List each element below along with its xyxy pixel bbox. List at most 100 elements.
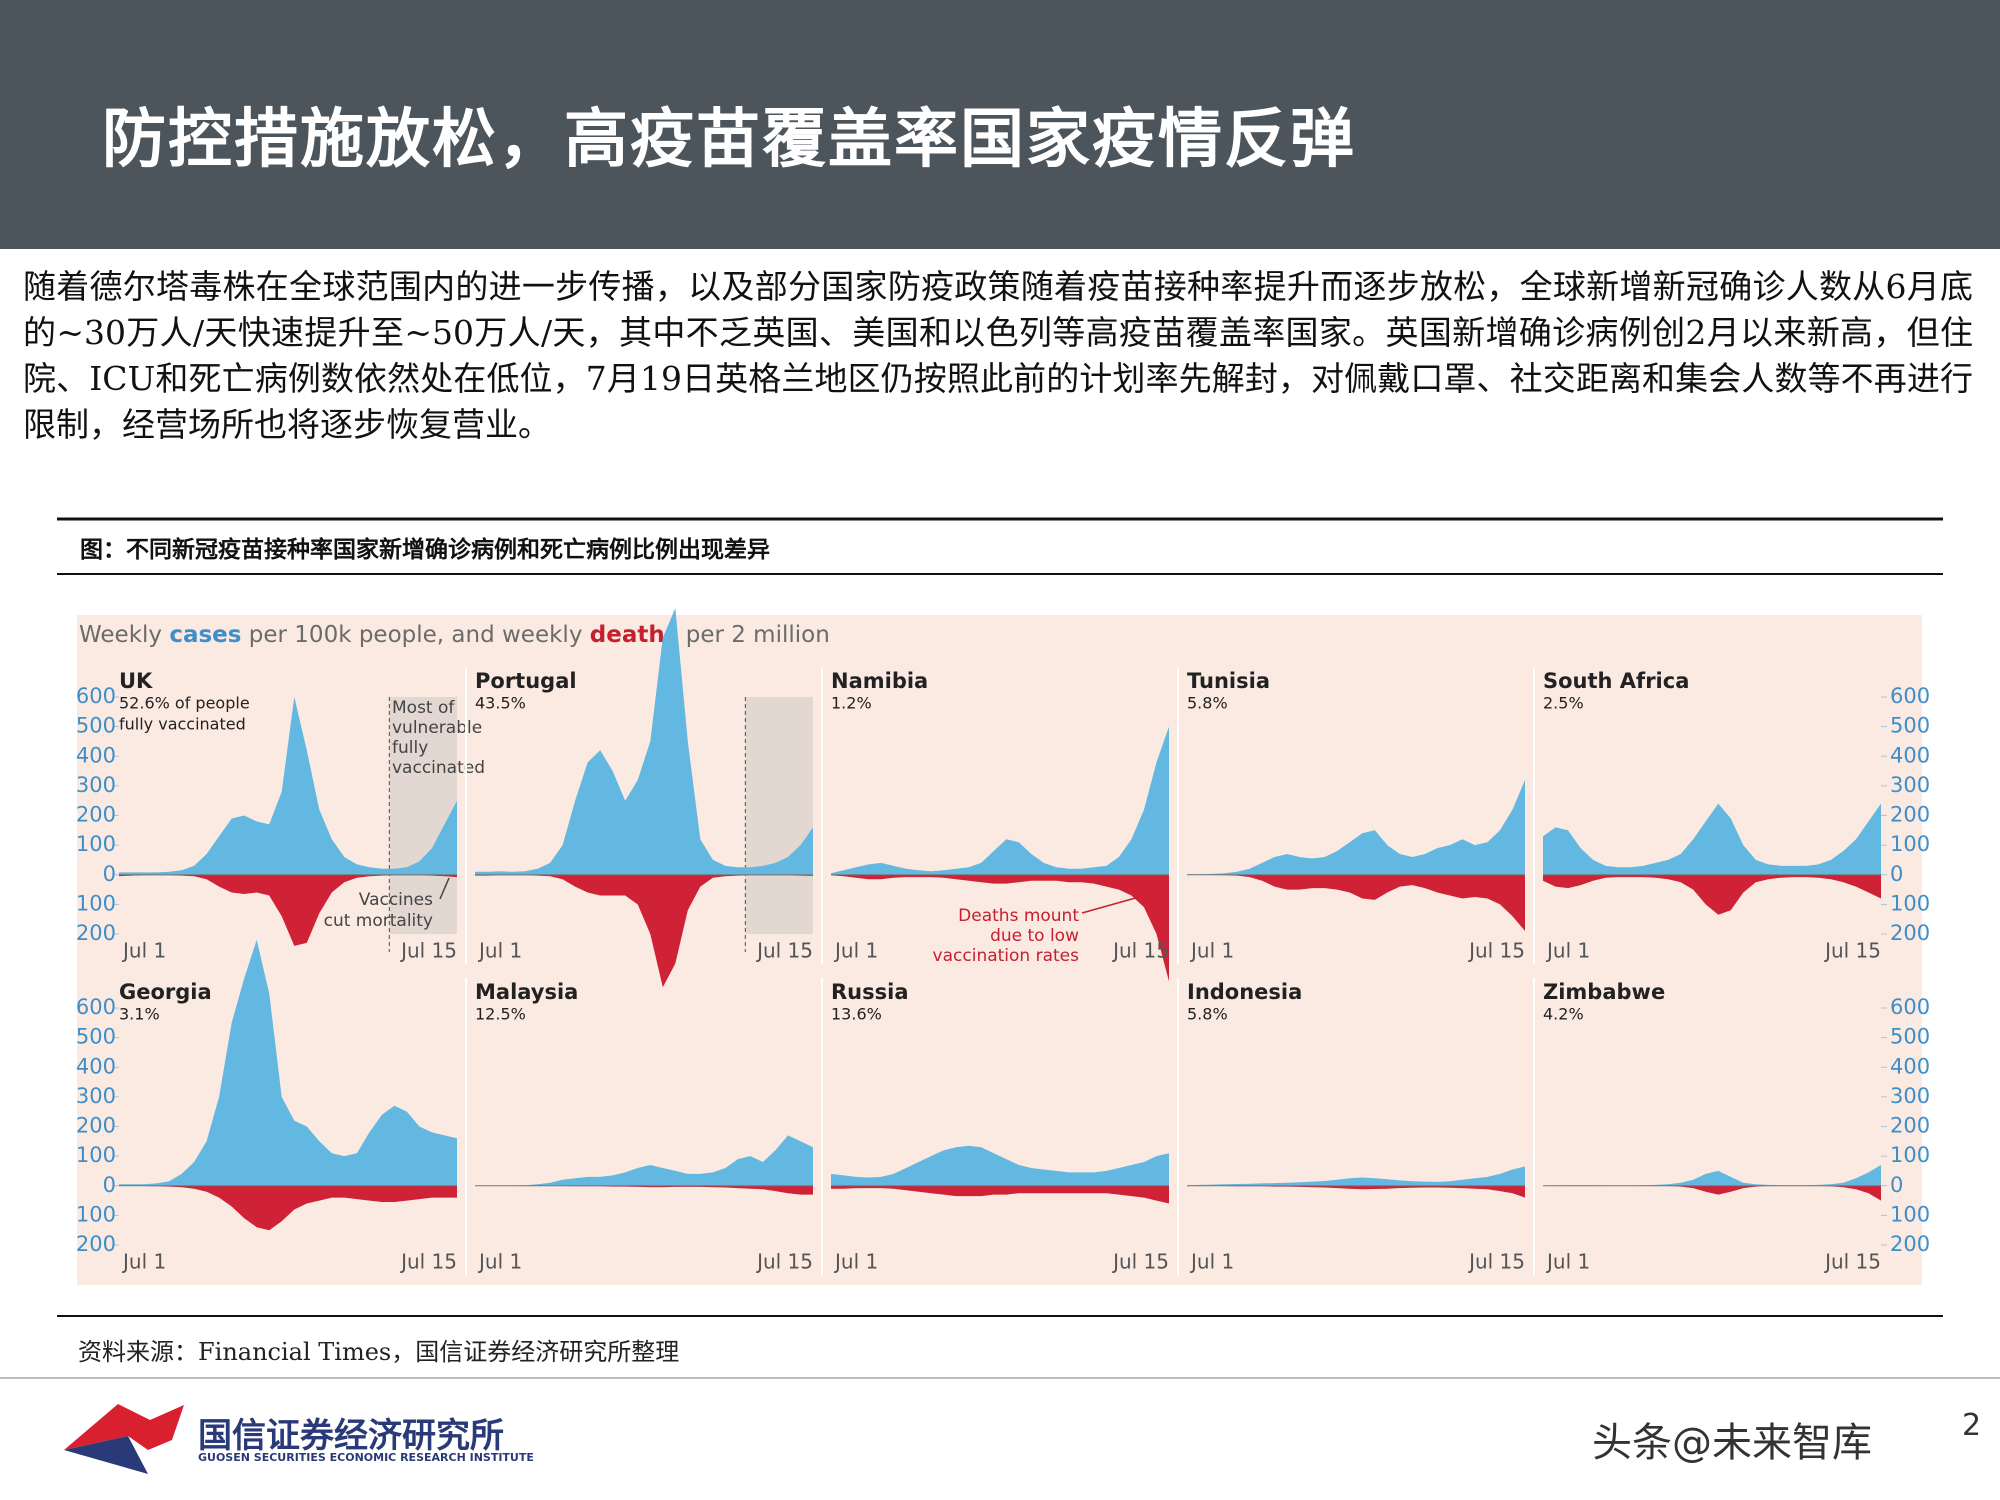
x-tick-label: Jul 15 (1467, 939, 1525, 963)
x-tick-label: Jul 1 (1545, 939, 1590, 963)
panel-subtitle: 13.6% (831, 1005, 882, 1024)
y-tick-label: 600 (1890, 995, 1930, 1019)
y-tick-label: 0 (103, 862, 116, 886)
logo-name: 国信证券经济研究所 (198, 1416, 504, 1456)
area (831, 1185, 1169, 1204)
x-tick-label: Jul 15 (1823, 939, 1881, 963)
subtitle-part: per 100k people, and weekly (241, 622, 589, 648)
x-tick-label: Jul 15 (1823, 1250, 1881, 1274)
panel-title: South Africa (1543, 669, 1689, 693)
slide-title: 防控措施放松，高疫苗覆盖率国家疫情反弹 (102, 102, 1356, 177)
logo-mark (64, 1404, 184, 1474)
x-tick-label: Jul 15 (1111, 1250, 1169, 1274)
y-tick-label: 100 (1890, 832, 1930, 856)
area (119, 697, 457, 875)
panel-title: Indonesia (1187, 980, 1302, 1004)
figure-caption: 图：不同新冠疫苗接种率国家新增确诊病例和死亡病例比例出现差异 (80, 536, 770, 563)
body-paragraph: 随着德尔塔毒株在全球范围内的进一步传播，以及部分国家防疫政策随着疫苗接种率提升而… (23, 267, 1973, 444)
area (475, 874, 813, 988)
subtitle-part: per 2 million (678, 622, 829, 648)
area (1543, 1165, 1881, 1186)
x-tick-label: Jul 15 (1111, 939, 1169, 963)
area (1187, 1185, 1525, 1198)
panel-subtitle: 5.8% (1187, 694, 1228, 713)
logo-subtitle: GUOSEN SECURITIES ECONOMIC RESEARCH INST… (198, 1451, 534, 1464)
shaded-period (389, 697, 457, 934)
area (831, 874, 1169, 982)
y-tick-label: 200 (76, 803, 116, 827)
y-tick-label: 100 (1890, 1202, 1930, 1226)
y-tick-label: 500 (1890, 714, 1930, 738)
y-tick-label: 400 (76, 743, 116, 767)
panel-title: UK (119, 669, 153, 693)
area (119, 874, 457, 946)
y-tick-label: 200 (76, 1232, 116, 1256)
area (1187, 1166, 1525, 1186)
x-tick-label: Jul 15 (755, 939, 813, 963)
panel-subtitle: 2.5% (1543, 694, 1584, 713)
shaded-period (745, 697, 813, 934)
subtitle-part: cases (169, 622, 241, 648)
panel-title: Tunisia (1187, 669, 1270, 693)
y-tick-label: 200 (1890, 921, 1930, 945)
annotation-leader (1081, 896, 1140, 914)
annotation: Deaths mount (958, 906, 1079, 926)
x-tick-label: Jul 1 (833, 1250, 878, 1274)
x-tick-label: Jul 1 (121, 939, 166, 963)
area (475, 1135, 813, 1186)
area (1543, 803, 1881, 875)
y-tick-label: 0 (103, 1173, 116, 1197)
y-tick-label: 300 (1890, 773, 1930, 797)
x-tick-label: Jul 1 (121, 1250, 166, 1274)
x-tick-label: Jul 15 (755, 1250, 813, 1274)
panel-subtitle: 43.5% (475, 694, 526, 713)
y-tick-label: 300 (76, 773, 116, 797)
y-tick-label: 100 (76, 891, 116, 915)
area (119, 1185, 457, 1231)
y-tick-label: 200 (1890, 1232, 1930, 1256)
x-tick-label: Jul 1 (1189, 939, 1234, 963)
y-tick-label: 200 (1890, 803, 1930, 827)
y-tick-label: 500 (76, 714, 116, 738)
panel-subtitle: fully vaccinated (119, 715, 246, 734)
panel-subtitle: 4.2% (1543, 1005, 1584, 1024)
page-number: 2 (1962, 1408, 1982, 1443)
panel-title: Zimbabwe (1543, 980, 1665, 1004)
y-tick-label: 300 (1890, 1084, 1930, 1108)
figure-source: 资料来源：Financial Times，国信证券经济研究所整理 (78, 1338, 680, 1366)
annotation: vulnerable (392, 718, 482, 738)
subtitle-part: Weekly (79, 622, 169, 648)
annotation: Vaccines (359, 890, 433, 910)
y-tick-label: 400 (1890, 1054, 1930, 1078)
watermark: 头条@未来智库 (1592, 1420, 1872, 1466)
y-tick-label: 500 (1890, 1025, 1930, 1049)
annotation: Most of (392, 698, 455, 718)
annotation: vaccination rates (933, 946, 1080, 966)
annotation: cut mortality (324, 911, 433, 931)
annotation: vaccinated (392, 758, 485, 778)
y-tick-label: 100 (1890, 891, 1930, 915)
x-tick-label: Jul 15 (399, 939, 457, 963)
x-tick-label: Jul 15 (399, 1250, 457, 1274)
x-tick-label: Jul 1 (477, 1250, 522, 1274)
area (831, 1145, 1169, 1186)
y-tick-label: 0 (1890, 1173, 1903, 1197)
panel-title: Malaysia (475, 980, 578, 1004)
area (1543, 1185, 1881, 1201)
annotation-leader (439, 877, 450, 900)
area (831, 726, 1169, 875)
x-tick-label: Jul 1 (1189, 1250, 1234, 1274)
x-tick-label: Jul 1 (1545, 1250, 1590, 1274)
area (475, 608, 813, 875)
y-tick-label: 400 (1890, 743, 1930, 767)
panel-subtitle: 3.1% (119, 1005, 160, 1024)
area (475, 1185, 813, 1195)
x-tick-label: Jul 15 (1467, 1250, 1525, 1274)
y-tick-label: 100 (76, 1143, 116, 1167)
x-tick-label: Jul 1 (833, 939, 878, 963)
y-tick-label: 300 (76, 1084, 116, 1108)
panel-title: Portugal (475, 669, 577, 693)
panel-title: Namibia (831, 669, 928, 693)
